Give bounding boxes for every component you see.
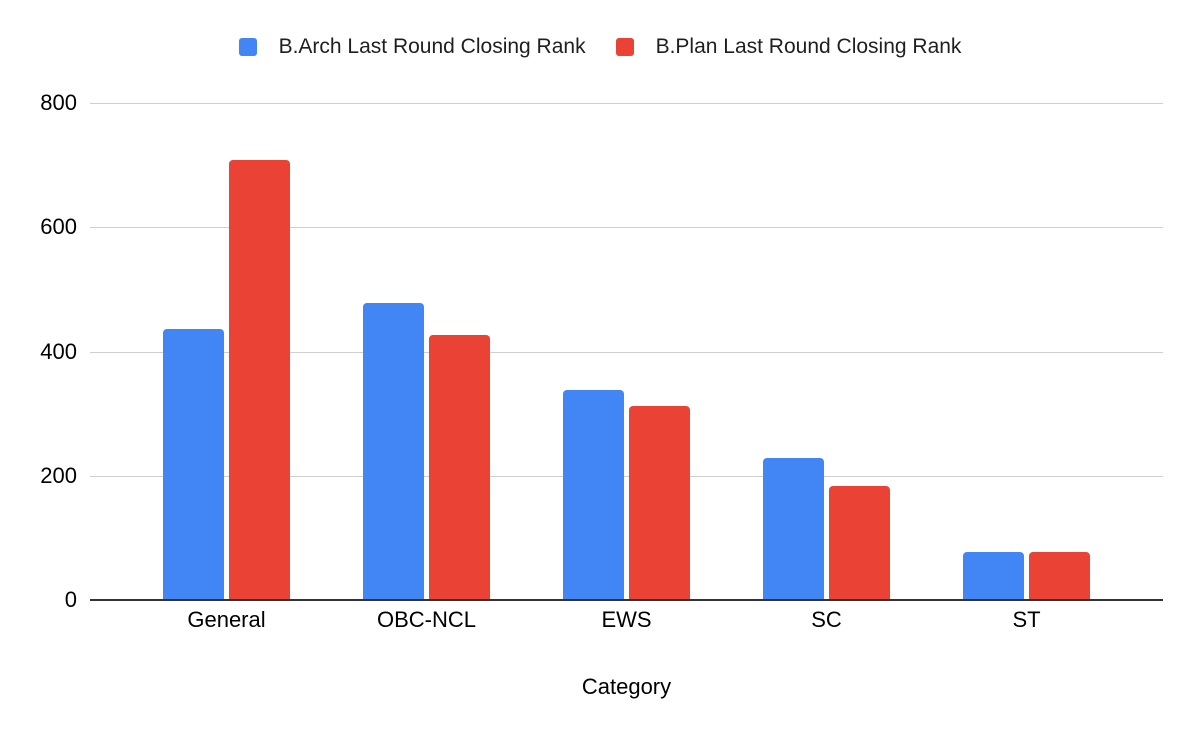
legend-item-barch: B.Arch Last Round Closing Rank: [238, 35, 586, 59]
y-axis-label-200: 200: [40, 462, 77, 488]
plot-area: [90, 103, 1163, 601]
x-axis-title: Category: [581, 674, 672, 699]
gridline-200: [90, 475, 1163, 477]
y-axis-label-400: 400: [40, 338, 77, 364]
x-axis-label-st: ST: [1012, 607, 1041, 632]
bar-b-plan-st: [1029, 551, 1090, 600]
bar-b-arch-sc: [763, 457, 824, 600]
bar-b-arch-general: [163, 329, 224, 600]
bar-b-arch-st: [963, 551, 1024, 600]
bar-b-plan-sc: [829, 485, 890, 600]
x-axis-label-obc-ncl: OBC-NCL: [376, 607, 476, 632]
legend: B.Arch Last Round Closing Rank B.Plan La…: [0, 35, 1200, 59]
x-axis-label-general: General: [187, 607, 266, 632]
bar-b-plan-general: [229, 160, 290, 600]
y-axis-label-0: 0: [64, 587, 77, 612]
bar-b-arch-ews: [563, 390, 624, 600]
gridline-600: [90, 227, 1163, 229]
y-axis-label-800: 800: [40, 90, 77, 115]
legend-label-barch: B.Arch Last Round Closing Rank: [278, 35, 586, 58]
bar-b-arch-obc-ncl: [363, 303, 424, 600]
legend-swatch-blue-icon: [238, 38, 257, 56]
legend-swatch-red-icon: [615, 38, 634, 56]
bar-b-plan-obc-ncl: [429, 335, 490, 600]
gridline-800: [90, 103, 1163, 104]
y-axis-label-600: 600: [40, 214, 77, 240]
x-axis-label-sc: SC: [811, 607, 842, 632]
x-axis-line: [90, 599, 1163, 601]
legend-item-bplan: B.Plan Last Round Closing Rank: [615, 35, 962, 59]
x-axis-label-ews: EWS: [601, 607, 652, 632]
legend-label-bplan: B.Plan Last Round Closing Rank: [655, 35, 962, 58]
bar-b-plan-ews: [629, 406, 690, 600]
gridline-400: [90, 351, 1163, 353]
